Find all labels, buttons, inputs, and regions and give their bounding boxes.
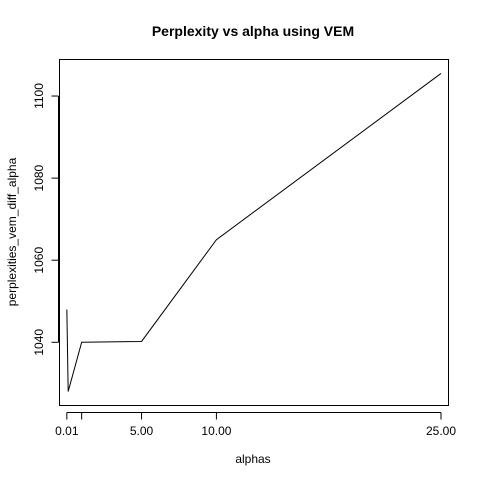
series-line	[66, 73, 442, 392]
x-tick-label: 5.00	[130, 424, 154, 438]
x-tick-label: 0.01	[55, 424, 79, 438]
chart-title: Perplexity vs alpha using VEM	[152, 23, 354, 39]
y-axis-label: perplexities_vem_diff_alpha	[5, 157, 19, 306]
data-point	[441, 73, 442, 74]
data-point	[81, 342, 82, 343]
data-point	[66, 309, 67, 310]
y-tick-label: 1100	[32, 83, 46, 109]
x-tick-label: 25.00	[426, 424, 456, 438]
x-axis: 0.01 5.00 10.00 25.00	[55, 412, 456, 438]
y-tick-label: 1040	[32, 329, 46, 356]
y-axis: 1040 1060 1080 1100	[32, 83, 59, 356]
y-tick-label: 1080	[32, 164, 46, 191]
data-point	[68, 391, 69, 392]
y-tick-label: 1060	[32, 247, 46, 274]
x-tick-label: 10.00	[201, 424, 231, 438]
plot-frame	[59, 59, 449, 406]
x-axis-label: alphas	[235, 452, 270, 466]
data-point	[141, 341, 142, 342]
data-point	[216, 239, 217, 240]
